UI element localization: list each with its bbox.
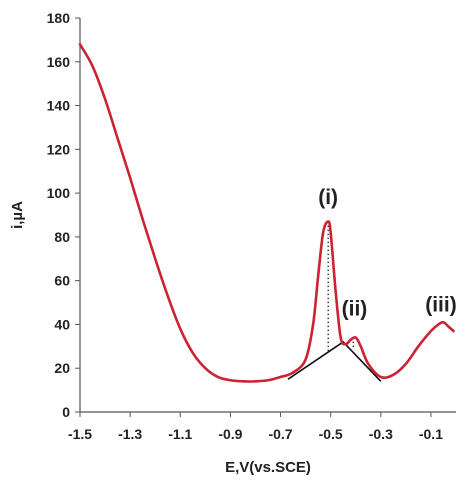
y-tick-label: 140	[47, 98, 71, 114]
y-tick-label: 120	[47, 141, 71, 157]
x-tick-label: -1.5	[68, 426, 92, 442]
y-axis-label: i,µA	[9, 201, 26, 229]
voltammogram-line	[78, 42, 455, 383]
x-tick-label: -0.7	[268, 426, 292, 442]
peak-labels: (i) (ii) (iii)	[318, 186, 456, 321]
x-tick-label: -0.3	[369, 426, 393, 442]
y-tick-label: 60	[54, 273, 70, 289]
y-tick-label: 160	[47, 54, 71, 70]
peak-label: (ii)	[342, 298, 368, 321]
y-tick-label: 0	[62, 404, 70, 420]
x-axis-label: E,V(vs.SCE)	[225, 459, 311, 476]
y-tick-label: 40	[54, 316, 70, 332]
y-tick-label: 20	[54, 360, 70, 376]
x-tick-label: -0.5	[319, 426, 343, 442]
peak-label: (i)	[318, 186, 338, 209]
axes	[75, 17, 456, 417]
peak-label: (iii)	[425, 293, 457, 316]
y-tick-label: 80	[54, 229, 70, 245]
y-tick-label: 100	[47, 185, 71, 201]
x-tick-label: -0.9	[218, 426, 242, 442]
series-group	[78, 42, 455, 383]
x-tick-label: -0.1	[419, 426, 443, 442]
x-tick-label: -1.3	[118, 426, 142, 442]
x-tick-label: -1.1	[168, 426, 192, 442]
y-tick-label: 180	[47, 10, 71, 26]
tick-labels: 0 20 40 60 80 100 120 140 160 180 -1.5 -1.3 -1.1 -0.9…	[47, 10, 444, 442]
